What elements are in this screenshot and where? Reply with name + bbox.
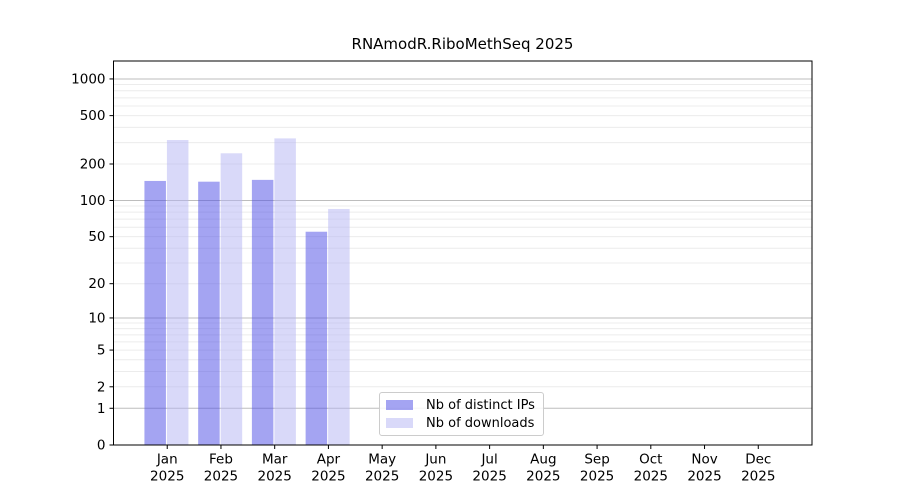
x-tick-label-month: Aug [530,452,556,468]
x-tick-label-year: 2025 [526,469,560,485]
y-tick-label: 5 [97,343,106,359]
x-tick-label-month: Jan [156,452,178,468]
legend-label-distinct-ips: Nb of distinct IPs [426,397,535,413]
x-tick-label-month: Dec [745,452,771,468]
chart-title: RNAmodR.RiboMethSeq 2025 [351,35,574,53]
y-tick-label: 1000 [71,71,105,87]
legend-swatch-downloads [386,418,413,428]
bar-distinct-ips [144,180,166,445]
x-tick-label-month: Feb [209,452,233,468]
x-tick-label-year: 2025 [365,469,399,485]
x-tick-label-year: 2025 [472,469,506,485]
y-tick-label: 2 [97,379,106,395]
plot-border [113,60,813,446]
x-tick-label-month: May [368,452,396,468]
x-tick-label-year: 2025 [258,469,292,485]
x-tick-label-month: Sep [584,452,609,468]
x-tick-label-month: Oct [639,452,662,468]
y-tick-label: 10 [88,310,105,326]
x-tick-label-year: 2025 [150,469,184,485]
bar-downloads [220,153,243,446]
legend-label-downloads: Nb of downloads [426,415,535,431]
legend-item-downloads: Nb of downloads [386,417,543,430]
x-tick-label-month: Jul [480,452,497,468]
y-tick-label: 20 [88,276,105,292]
x-tick-label-year: 2025 [204,469,238,485]
x-tick-label-year: 2025 [311,469,345,485]
legend-item-distinct-ips: Nb of distinct IPs [386,399,543,412]
x-tick-label-month: Nov [691,452,717,468]
y-tick-label: 50 [88,229,105,245]
legend: Nb of distinct IPs Nb of downloads [379,392,544,436]
bar-distinct-ips [198,181,220,445]
x-tick-label-year: 2025 [634,469,668,485]
y-tick-label: 100 [80,193,106,209]
bar-downloads [328,208,350,445]
x-tick-label-year: 2025 [741,469,775,485]
x-tick-label-month: Mar [262,452,288,468]
x-tick-label-year: 2025 [687,469,721,485]
bar-distinct-ips [305,231,328,445]
bar-downloads [166,140,189,445]
bar-downloads [274,138,296,445]
y-tick-label: 200 [80,157,106,173]
bar-distinct-ips [251,179,274,445]
x-tick-label-month: Jun [424,452,446,468]
y-tick-label: 500 [80,108,106,124]
y-tick-label: 0 [97,438,106,454]
x-tick-label-year: 2025 [419,469,453,485]
x-tick-label-year: 2025 [580,469,614,485]
legend-swatch-distinct-ips [386,400,413,410]
y-tick-label: 1 [97,401,106,417]
x-tick-label-month: Apr [317,452,341,468]
